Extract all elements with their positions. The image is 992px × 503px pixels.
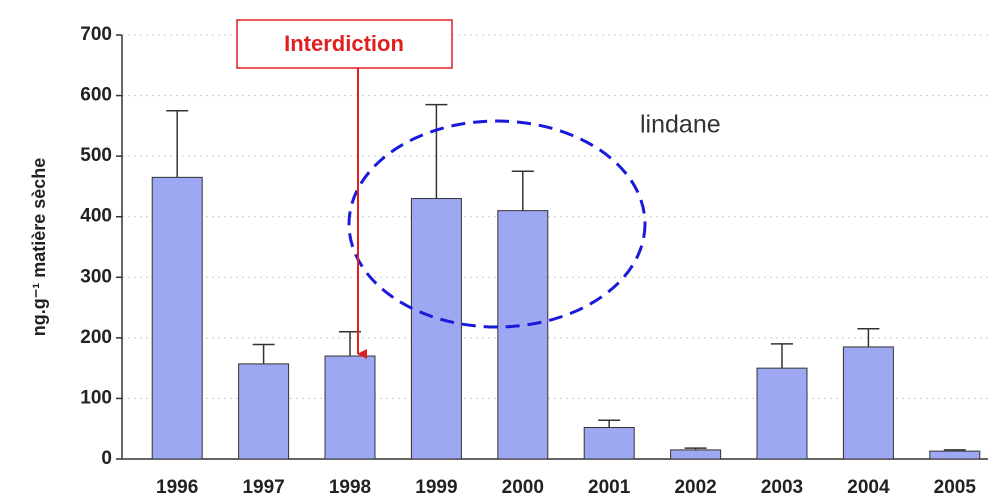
annotation-box — [236, 19, 453, 69]
x-tick-label: 2001 — [588, 477, 631, 498]
y-tick-label: 400 — [80, 206, 112, 227]
y-axis-label: ng.g⁻¹ matière sèche — [29, 158, 49, 337]
bar — [151, 176, 203, 460]
y-tick-label: 300 — [80, 266, 112, 287]
bar — [324, 355, 376, 460]
x-tick-label: 1999 — [415, 477, 457, 498]
y-tick-label: 100 — [80, 387, 112, 408]
bar — [497, 210, 549, 460]
x-tick-label: 1996 — [156, 477, 198, 498]
bar — [929, 450, 981, 460]
bar — [410, 198, 462, 460]
bar — [670, 449, 722, 460]
y-tick-label: 200 — [80, 327, 112, 348]
annotation-text: Interdiction — [284, 31, 404, 56]
highlight-ellipse — [347, 119, 647, 329]
y-tick-label: 500 — [80, 145, 112, 166]
x-tick-label: 2000 — [502, 477, 544, 498]
bar — [842, 346, 894, 460]
y-tick-label: 0 — [101, 448, 112, 469]
plot-area: 0 100 200 300 400 500 600 700 1996 1997 1998 1999 20… — [80, 24, 988, 498]
x-tick-label: 2003 — [761, 477, 803, 498]
bar — [756, 367, 808, 460]
x-tick-label: 1998 — [329, 477, 371, 498]
x-tick-label: 2005 — [934, 477, 977, 498]
y-tick-label: 700 — [80, 24, 112, 45]
series-annotation: lindane — [640, 111, 721, 139]
bar — [238, 363, 290, 460]
x-tick-label: 2002 — [674, 477, 716, 498]
y-tick-label: 600 — [80, 85, 112, 106]
x-tick-label: 1997 — [242, 477, 284, 498]
bar — [583, 427, 635, 460]
x-tick-label: 2004 — [847, 477, 890, 498]
